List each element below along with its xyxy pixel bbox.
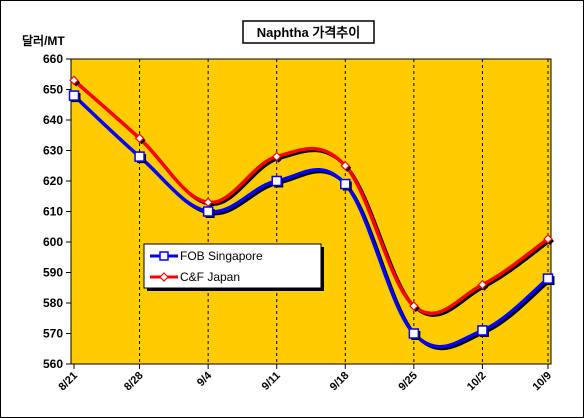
legend-box bbox=[143, 243, 322, 289]
y-tick-label: 580 bbox=[43, 296, 63, 310]
legend-label-c-f-japan: C&F Japan bbox=[180, 270, 240, 284]
series-line-fob-singapore bbox=[72, 94, 550, 349]
y-tick-label: 590 bbox=[43, 266, 63, 280]
data-point-c-f-japan bbox=[409, 301, 419, 311]
data-point-fob-singapore bbox=[134, 151, 145, 162]
data-point-fob-singapore bbox=[542, 273, 554, 284]
y-tick-label: 620 bbox=[43, 174, 63, 188]
y-tick-label: 600 bbox=[43, 235, 63, 249]
legend-marker-c-f-japan bbox=[159, 272, 169, 282]
data-point-fob-singapore bbox=[408, 328, 420, 339]
y-tick-label: 610 bbox=[43, 205, 63, 219]
series-line-c-f-japan bbox=[72, 79, 550, 315]
y-tick-label: 570 bbox=[43, 327, 63, 341]
y-tick-label: 630 bbox=[43, 144, 63, 158]
plot-area bbox=[70, 58, 552, 365]
legend-label-fob-singapore: FOB Singapore bbox=[180, 249, 263, 263]
data-point-fob-singapore bbox=[202, 206, 214, 217]
y-tick-label: 640 bbox=[43, 113, 63, 127]
chart-title: Naphtha 가격추이 bbox=[257, 25, 360, 40]
data-point-c-f-japan bbox=[340, 160, 351, 171]
data-point-c-f-japan bbox=[477, 279, 488, 290]
data-point-fob-singapore bbox=[340, 178, 351, 190]
title-box bbox=[242, 20, 375, 44]
y-tick-label: 660 bbox=[43, 52, 63, 66]
data-point-fob-singapore bbox=[477, 325, 488, 336]
data-point-fob-singapore bbox=[68, 90, 80, 101]
y-tick-label: 650 bbox=[43, 83, 63, 97]
data-point-fob-singapore bbox=[271, 175, 282, 187]
y-axis-unit-label: 달러/MT bbox=[22, 33, 65, 48]
data-point-c-f-japan bbox=[543, 234, 553, 244]
data-point-c-f-japan bbox=[69, 75, 79, 86]
data-point-c-f-japan bbox=[271, 151, 282, 162]
legend-marker-fob-singapore bbox=[159, 251, 169, 261]
y-tick-label: 560 bbox=[43, 357, 63, 371]
data-point-c-f-japan bbox=[134, 133, 145, 144]
